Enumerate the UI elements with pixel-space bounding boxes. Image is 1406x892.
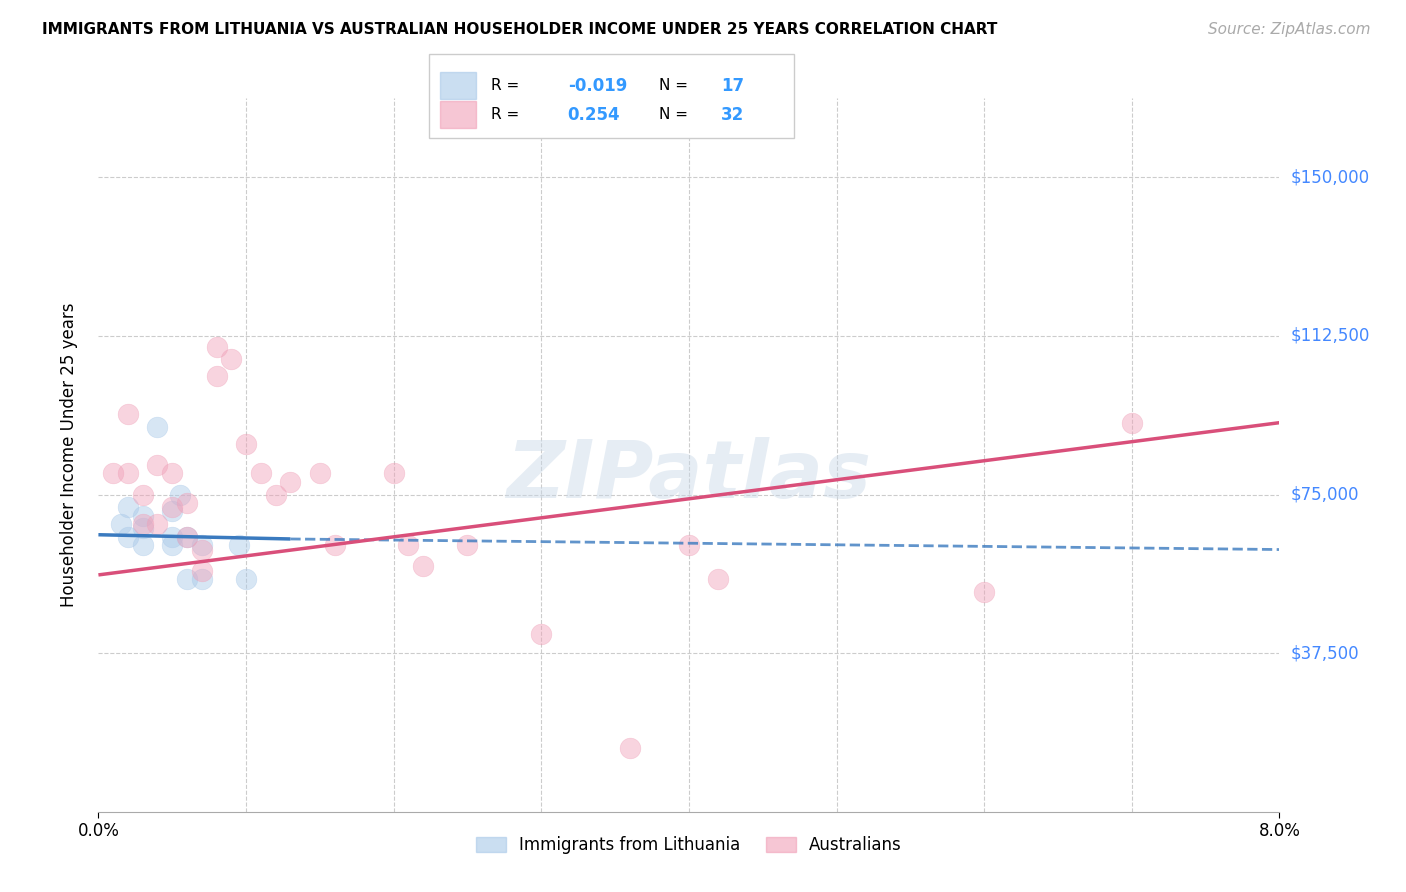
Point [235, 572, 257, 586]
Point [146, 517, 169, 532]
Point [117, 407, 139, 421]
Point [132, 508, 155, 523]
Point [162, 538, 183, 552]
Point [191, 564, 214, 578]
Point [205, 340, 228, 354]
Text: $37,500: $37,500 [1291, 644, 1360, 662]
Point [707, 572, 730, 586]
Point [110, 517, 132, 532]
Text: 17: 17 [721, 77, 744, 95]
Point [280, 475, 302, 489]
Point [191, 542, 214, 557]
Point [382, 467, 405, 481]
Point [146, 458, 169, 472]
Point [176, 530, 198, 544]
Text: 0.254: 0.254 [568, 105, 620, 123]
Text: N =: N = [659, 107, 693, 122]
Text: $112,500: $112,500 [1291, 327, 1369, 345]
Text: $150,000: $150,000 [1291, 169, 1369, 186]
Text: -0.019: -0.019 [568, 77, 627, 95]
Point [117, 467, 139, 481]
Point [309, 467, 332, 481]
FancyBboxPatch shape [429, 54, 794, 138]
Point [205, 369, 228, 384]
Point [221, 352, 243, 367]
Point [117, 530, 139, 544]
Point [162, 530, 183, 544]
Point [457, 538, 479, 552]
Point [162, 500, 183, 515]
Text: $75,000: $75,000 [1291, 485, 1360, 504]
Point [191, 572, 214, 586]
Point [176, 572, 198, 586]
Legend: Immigrants from Lithuania, Australians: Immigrants from Lithuania, Australians [470, 830, 908, 861]
Point [250, 467, 273, 481]
Point [132, 521, 155, 535]
Point [264, 487, 287, 501]
Point [146, 420, 169, 434]
Text: 32: 32 [721, 105, 745, 123]
Point [235, 437, 257, 451]
Point [678, 538, 700, 552]
Text: ZIPatlas: ZIPatlas [506, 437, 872, 516]
Point [169, 487, 191, 501]
Text: IMMIGRANTS FROM LITHUANIA VS AUSTRALIAN HOUSEHOLDER INCOME UNDER 25 YEARS CORREL: IMMIGRANTS FROM LITHUANIA VS AUSTRALIAN … [42, 22, 997, 37]
Point [176, 530, 198, 544]
Point [176, 496, 198, 510]
Point [162, 504, 183, 518]
Point [132, 487, 155, 501]
Text: R =: R = [491, 107, 529, 122]
Point [103, 467, 125, 481]
Text: N =: N = [659, 78, 693, 94]
Bar [440, 101, 477, 128]
Point [1121, 416, 1143, 430]
Point [132, 517, 155, 532]
Point [228, 538, 250, 552]
Bar [440, 72, 477, 99]
Text: R =: R = [491, 78, 524, 94]
Point [530, 627, 553, 641]
Text: Source: ZipAtlas.com: Source: ZipAtlas.com [1208, 22, 1371, 37]
Point [191, 538, 214, 552]
Point [619, 741, 641, 756]
Point [973, 584, 995, 599]
Point [323, 538, 346, 552]
Point [412, 559, 434, 574]
Point [117, 500, 139, 515]
Point [162, 467, 183, 481]
Point [398, 538, 420, 552]
Y-axis label: Householder Income Under 25 years: Householder Income Under 25 years [59, 302, 77, 607]
Point [132, 538, 155, 552]
